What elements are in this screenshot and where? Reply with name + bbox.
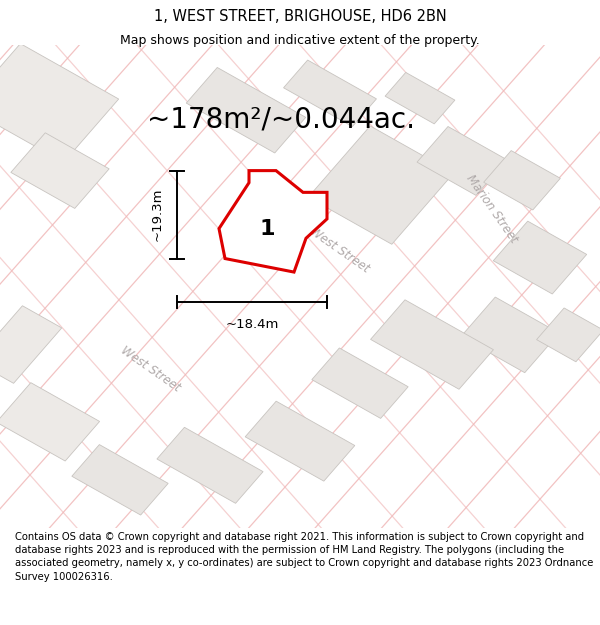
Polygon shape bbox=[371, 300, 493, 389]
Polygon shape bbox=[186, 68, 306, 153]
Text: Marion Street: Marion Street bbox=[464, 173, 520, 246]
Text: ~19.3m: ~19.3m bbox=[151, 188, 164, 241]
Polygon shape bbox=[0, 44, 119, 162]
Polygon shape bbox=[312, 348, 408, 418]
Polygon shape bbox=[385, 72, 455, 124]
Polygon shape bbox=[284, 60, 376, 126]
Polygon shape bbox=[11, 133, 109, 208]
Polygon shape bbox=[536, 308, 600, 362]
Polygon shape bbox=[0, 306, 62, 383]
Text: Map shows position and indicative extent of the property.: Map shows position and indicative extent… bbox=[120, 34, 480, 47]
Polygon shape bbox=[308, 126, 454, 244]
Text: ~178m²/~0.044ac.: ~178m²/~0.044ac. bbox=[147, 106, 415, 134]
Polygon shape bbox=[484, 151, 560, 210]
Polygon shape bbox=[245, 401, 355, 481]
Text: 1: 1 bbox=[259, 219, 275, 239]
Polygon shape bbox=[157, 428, 263, 503]
Text: West Street: West Street bbox=[307, 225, 371, 276]
Text: ~18.4m: ~18.4m bbox=[226, 318, 278, 331]
Polygon shape bbox=[219, 171, 327, 272]
Text: West Street: West Street bbox=[118, 343, 182, 394]
Polygon shape bbox=[417, 126, 507, 196]
Polygon shape bbox=[461, 297, 559, 372]
Text: Contains OS data © Crown copyright and database right 2021. This information is : Contains OS data © Crown copyright and d… bbox=[15, 532, 593, 582]
Polygon shape bbox=[0, 382, 100, 461]
Text: 1, WEST STREET, BRIGHOUSE, HD6 2BN: 1, WEST STREET, BRIGHOUSE, HD6 2BN bbox=[154, 9, 446, 24]
Polygon shape bbox=[72, 444, 168, 515]
Polygon shape bbox=[493, 221, 587, 294]
